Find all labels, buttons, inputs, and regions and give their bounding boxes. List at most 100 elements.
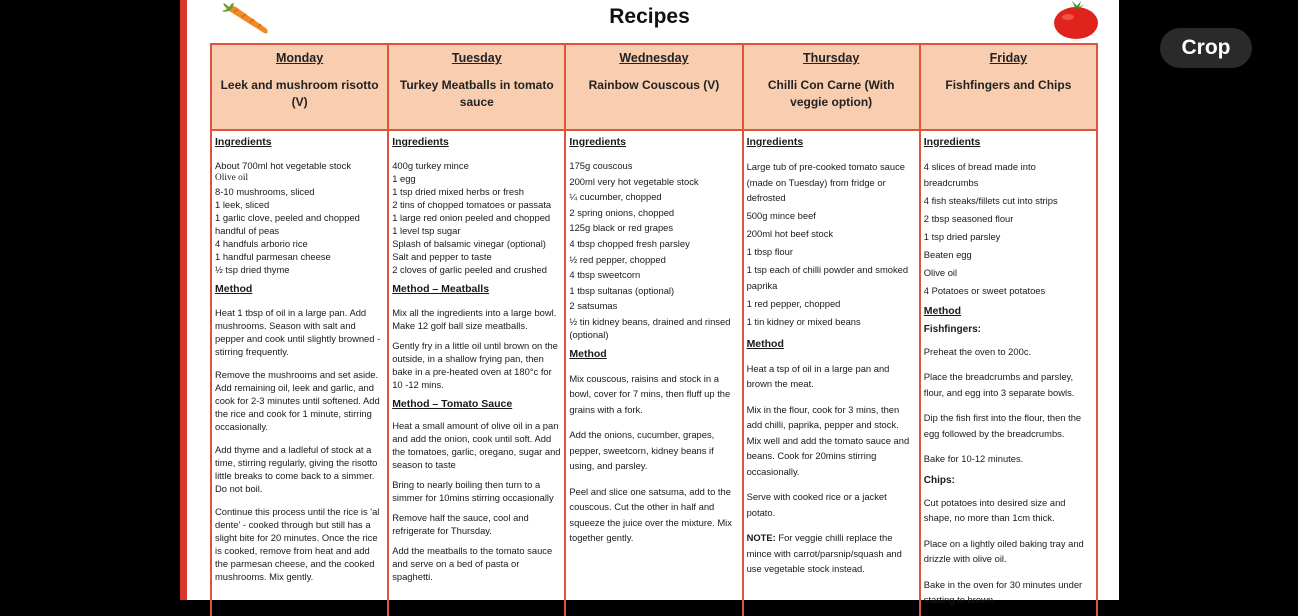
dish-name: Leek and mushroom risotto (V) <box>220 78 379 109</box>
method-step: Mix in the flour, cook for 3 mins, then … <box>746 403 910 477</box>
ingredient-item: Beaten egg <box>923 248 972 260</box>
wednesday-cell: Ingredients 175g couscous 200ml very hot… <box>564 129 744 616</box>
ingredients-heading: Ingredients <box>569 136 626 148</box>
fishfingers-heading: Fishfingers: <box>923 323 981 335</box>
method-step: Add thyme and a ladleful of stock at a t… <box>215 444 378 494</box>
thursday-cell: Ingredients Large tub of pre-cooked toma… <box>741 129 921 616</box>
method-step: Dip the fish first into the flour, then … <box>923 412 1082 439</box>
ingredient-item: 1 red pepper, chopped <box>746 297 841 309</box>
ingredient-item: 500g mince beef <box>746 210 816 222</box>
body-row: Ingredients About 700ml hot vegetable st… <box>209 129 1099 616</box>
method-step: Cut potatoes into desired size and shape… <box>923 496 1066 524</box>
ingredient-item: 1 tsp dried mixed herbs or fresh <box>392 186 525 197</box>
ingredient-item: 1 tin kidney or mixed beans <box>746 316 861 328</box>
note-label: NOTE: <box>746 532 776 544</box>
ingredient-item: 2 spring onions, chopped <box>569 206 675 218</box>
ingredient-item: 1 garlic clove, peeled and chopped <box>215 212 360 223</box>
ingredient-item: 4 tbsp sweetcorn <box>569 269 641 281</box>
day-label: Monday <box>275 51 324 65</box>
ingredient-item: 1 large red onion peeled and chopped <box>392 212 551 223</box>
ingredients-heading: Ingredients <box>392 136 449 148</box>
ingredient-item: 8-10 mushrooms, sliced <box>215 186 315 197</box>
method-step: Mix couscous, raisins and stock in a bow… <box>569 372 731 415</box>
ingredients-list: 400g turkey mince 1 egg 1 tsp dried mixe… <box>392 159 561 276</box>
carrot-icon <box>222 3 268 34</box>
ingredient-item: 2 satsumas <box>569 300 618 312</box>
ingredient-item: 2 tins of chopped tomatoes or passata <box>392 199 552 210</box>
ingredient-item: 1 egg <box>392 173 416 184</box>
day-label: Wednesday <box>619 51 689 65</box>
header-row: Monday Leek and mushroom risotto (V) Tues… <box>209 43 1099 131</box>
ingredient-item: 2 tbsp seasoned flour <box>923 212 1014 224</box>
ingredient-item: Splash of balsamic vinegar (optional) <box>392 238 546 249</box>
method-step: Place the breadcrumbs and parsley, flour… <box>923 371 1075 398</box>
chips-heading: Chips: <box>923 474 955 486</box>
red-margin-bar <box>180 0 187 600</box>
ingredient-item: 4 Potatoes or sweet potatoes <box>923 285 1046 297</box>
ingredient-item: 1 tbsp sultanas (optional) <box>569 284 675 296</box>
ingredient-item: 1 tbsp flour <box>746 246 793 258</box>
method-sauce-heading: Method – Tomato Sauce <box>392 398 513 410</box>
crop-button[interactable]: Crop <box>1160 28 1252 68</box>
thursday-header: Thursday Chilli Con Carne (With veggie op… <box>741 43 921 131</box>
page-title: Recipes <box>609 5 690 28</box>
ingredients-list: 4 slices of bread made into breadcrumbs … <box>924 159 1093 299</box>
friday-cell: Ingredients 4 slices of bread made into … <box>918 129 1099 616</box>
ingredient-item: 200ml very hot vegetable stock <box>569 175 699 187</box>
day-label: Friday <box>989 51 1028 65</box>
ingredient-item: 1 handful parmesan cheese <box>215 251 331 262</box>
method-step: Bring to nearly boiling then turn to a s… <box>392 479 554 503</box>
ingredient-item: ¼ cucumber, chopped <box>569 191 662 203</box>
ingredients-list: 175g couscous 200ml very hot vegetable s… <box>569 159 738 341</box>
method-step: Gently fry in a little oil until brown o… <box>392 340 558 390</box>
recipe-sheet: Recipes Monday Leek and mushroom risotto … <box>180 0 1119 616</box>
recipe-table: Monday Leek and mushroom risotto (V) Tues… <box>209 43 1099 616</box>
friday-header: Friday Fishfingers and Chips <box>918 43 1099 131</box>
ingredients-heading: Ingredients <box>746 136 804 148</box>
ingredients-list: About 700ml hot vegetable stock Olive oi… <box>215 159 384 276</box>
dish-name: Turkey Meatballs in tomato sauce <box>399 78 554 109</box>
method-heading: Method <box>746 337 784 350</box>
method-step: Peel and slice one satsuma, add to the c… <box>569 485 732 544</box>
ingredient-item: handful of peas <box>215 225 280 236</box>
method-step: Heat a tsp of oil in a large pan and bro… <box>746 362 890 390</box>
ingredient-item: ½ tin kidney beans, drained and rinsed (… <box>569 315 731 340</box>
method-step: Bake for 10-12 minutes. <box>923 453 1024 465</box>
ingredient-item: 1 tsp dried parsley <box>923 230 1001 242</box>
method-step: Remove half the sauce, cool and refriger… <box>392 512 529 536</box>
ingredient-item: 175g couscous <box>569 160 633 171</box>
method-step: Continue this process until the rice is … <box>215 506 380 582</box>
monday-header: Monday Leek and mushroom risotto (V) <box>209 43 390 131</box>
ingredient-item: 400g turkey mince <box>392 160 469 171</box>
ingredient-item: Olive oil <box>923 266 958 278</box>
method-step: Remove the mushrooms and set aside. Add … <box>215 369 380 432</box>
ingredient-item: Salt and pepper to taste <box>392 251 492 262</box>
ingredient-item: 1 leek, sliced <box>215 199 270 210</box>
method-step: Place on a lightly oiled baking tray and… <box>923 537 1084 565</box>
ingredients-heading: Ingredients <box>923 136 981 148</box>
ingredient-item: 4 handfuls arborio rice <box>215 238 308 249</box>
ingredient-item: Olive oil <box>215 173 249 183</box>
ingredients-list: Large tub of pre-cooked tomato sauce (ma… <box>747 159 916 330</box>
method-heading: Method <box>923 304 962 317</box>
dish-name: Fishfingers and Chips <box>945 78 1072 92</box>
method-heading: Method <box>215 283 253 295</box>
monday-cell: Ingredients About 700ml hot vegetable st… <box>209 129 390 616</box>
ingredient-item: 4 tbsp chopped fresh parsley <box>569 237 690 249</box>
ingredient-item: 200ml hot beef stock <box>746 228 834 240</box>
method-step: Preheat the oven to 200c. <box>923 345 1032 357</box>
method-heading: Method <box>569 347 607 360</box>
ingredient-item: ½ red pepper, chopped <box>569 253 666 265</box>
tomato-icon <box>1054 1 1098 39</box>
dish-name: Chilli Con Carne (With veggie option) <box>767 78 895 109</box>
ingredient-item: 4 fish steaks/fillets cut into strips <box>923 194 1058 206</box>
ingredient-item: 1 tsp each of chilli powder and smoked p… <box>746 264 909 291</box>
dish-name: Rainbow Couscous (V) <box>588 78 720 92</box>
ingredient-item: 1 level tsp sugar <box>392 225 461 236</box>
ingredients-heading: Ingredients <box>215 136 272 148</box>
tuesday-header: Tuesday Turkey Meatballs in tomato sauce <box>387 43 567 131</box>
tuesday-cell: Ingredients 400g turkey mince 1 egg 1 ts… <box>387 129 567 616</box>
note-text: For veggie chilli replace the mince with… <box>746 532 902 575</box>
wednesday-header: Wednesday Rainbow Couscous (V) <box>564 43 744 131</box>
method-step: Mix all the ingredients into a large bow… <box>392 307 557 331</box>
